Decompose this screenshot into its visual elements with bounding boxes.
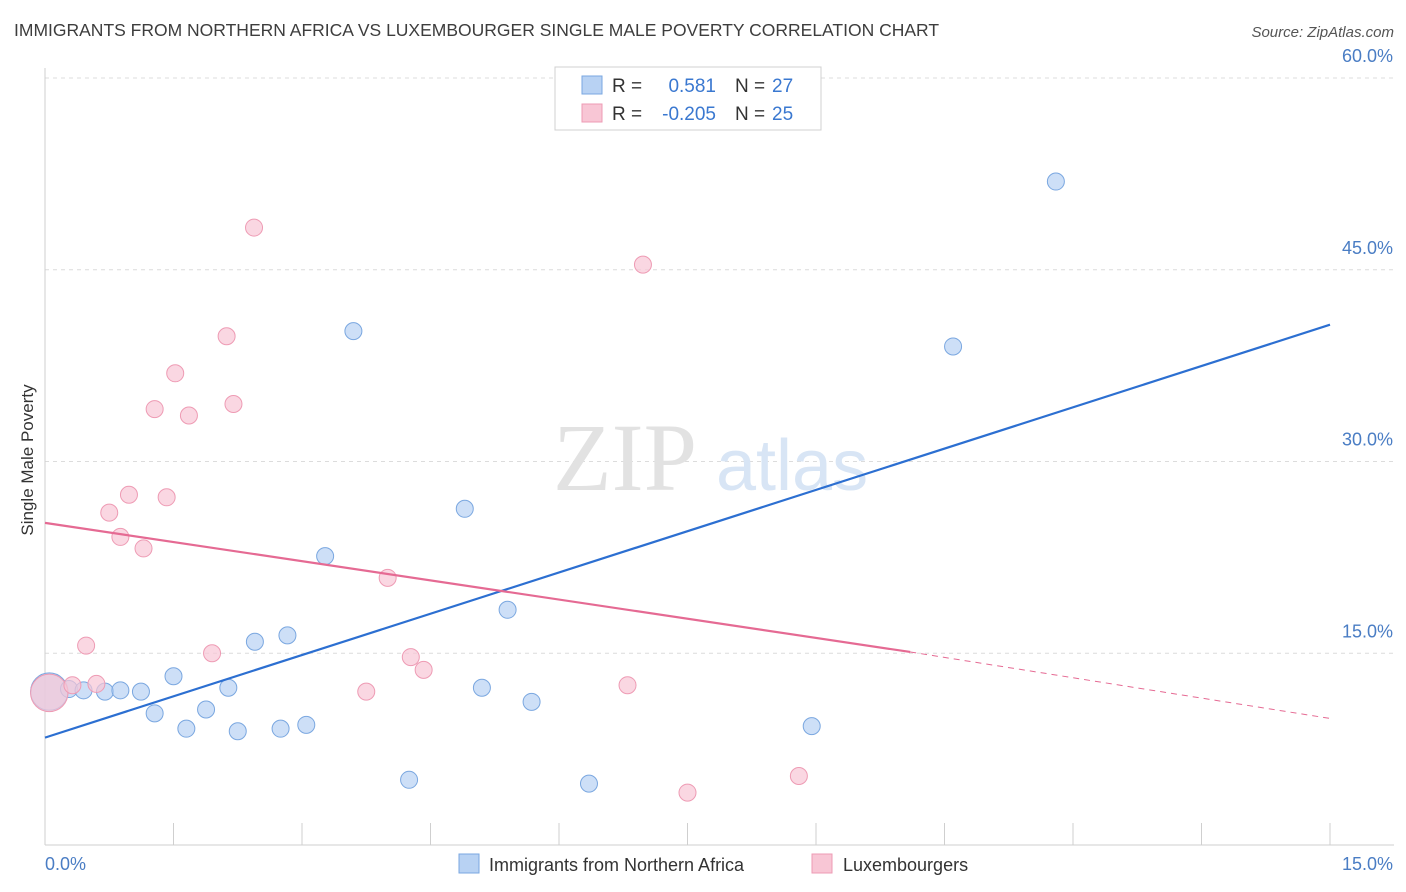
data-point-northern-africa bbox=[455, 499, 474, 518]
y-axis-label-wrap: Single Male Poverty bbox=[6, 310, 50, 610]
series-legend-label: Luxembourgers bbox=[843, 855, 968, 875]
trend-line-luxembourger bbox=[44, 521, 911, 654]
trend-line-northern-africa bbox=[44, 323, 1331, 739]
data-point-luxembourger bbox=[224, 394, 243, 413]
series-legend-swatch-blue bbox=[458, 853, 480, 874]
data-point-northern-africa bbox=[131, 682, 150, 701]
legend-n-value: 27 bbox=[772, 76, 793, 97]
legend-r-label: R = bbox=[612, 76, 642, 97]
trend-line-extension-luxembourger bbox=[910, 651, 1331, 719]
data-point-northern-africa bbox=[579, 774, 598, 793]
axes bbox=[44, 68, 1394, 846]
data-point-luxembourger bbox=[77, 636, 96, 655]
correlation-legend: R = 0.581 N = 27 R = -0.205 N = 25 bbox=[554, 66, 822, 131]
legend-swatch-pink bbox=[581, 103, 603, 123]
data-point-luxembourger bbox=[134, 539, 153, 558]
y-tick-label: 45.0% bbox=[1342, 238, 1393, 258]
data-point-luxembourger bbox=[166, 364, 185, 383]
legend-n-label: N = bbox=[735, 104, 765, 125]
data-point-northern-africa bbox=[177, 719, 196, 738]
source-label: Source: ZipAtlas.com bbox=[1251, 24, 1394, 41]
data-point-luxembourger bbox=[119, 485, 138, 504]
trend-lines bbox=[44, 323, 1331, 739]
data-point-northern-africa bbox=[197, 700, 216, 719]
data-point-luxembourger bbox=[63, 676, 82, 695]
series-legend-label: Immigrants from Northern Africa bbox=[489, 855, 745, 875]
data-point-luxembourger bbox=[245, 218, 264, 237]
data-point-northern-africa bbox=[522, 692, 541, 711]
data-point-northern-africa bbox=[219, 678, 238, 697]
data-point-luxembourger bbox=[618, 676, 637, 695]
data-point-northern-africa bbox=[944, 337, 963, 356]
data-point-luxembourger bbox=[789, 766, 808, 785]
legend-n-value: 25 bbox=[772, 104, 793, 125]
data-point-luxembourger bbox=[678, 783, 697, 802]
data-point-northern-africa bbox=[344, 322, 363, 341]
data-point-luxembourger bbox=[87, 674, 106, 693]
data-point-luxembourger bbox=[179, 406, 198, 425]
chart-title: IMMIGRANTS FROM NORTHERN AFRICA VS LUXEM… bbox=[14, 20, 940, 40]
tick-labels: 15.0% 30.0% 45.0% 60.0% 0.0% 15.0% bbox=[45, 46, 1393, 874]
y-tick-label: 30.0% bbox=[1342, 430, 1393, 450]
data-point-luxembourger bbox=[414, 660, 433, 679]
data-point-luxembourger bbox=[203, 644, 222, 663]
data-point-luxembourger bbox=[157, 488, 176, 507]
data-point-northern-africa bbox=[472, 678, 491, 697]
data-point-luxembourger bbox=[633, 255, 652, 274]
watermark-zip: ZIP bbox=[553, 404, 697, 511]
legend-r-value: 0.581 bbox=[668, 76, 716, 97]
legend-r-label: R = bbox=[612, 104, 642, 125]
y-axis-label: Single Male Poverty bbox=[18, 384, 37, 536]
data-point-northern-africa bbox=[297, 715, 316, 734]
series-legend-swatch-pink bbox=[811, 853, 833, 874]
data-point-luxembourger bbox=[357, 682, 376, 701]
data-point-northern-africa bbox=[802, 717, 821, 736]
data-point-northern-africa bbox=[164, 667, 183, 686]
data-point-luxembourger bbox=[100, 503, 119, 522]
data-point-northern-africa bbox=[316, 547, 335, 566]
y-tick-label: 60.0% bbox=[1342, 46, 1393, 66]
data-point-northern-africa bbox=[111, 681, 130, 700]
data-point-northern-africa bbox=[1046, 172, 1065, 191]
watermark: ZIP atlas bbox=[553, 404, 868, 511]
data-point-northern-africa bbox=[245, 632, 264, 651]
y-tick-label: 15.0% bbox=[1342, 621, 1393, 641]
data-point-northern-africa bbox=[400, 770, 419, 789]
gridlines bbox=[45, 77, 1394, 654]
data-point-northern-africa bbox=[498, 600, 517, 619]
data-point-luxembourger bbox=[378, 568, 397, 587]
x-tick-label: 0.0% bbox=[45, 854, 86, 874]
data-point-northern-africa bbox=[278, 626, 297, 645]
data-point-northern-africa bbox=[271, 719, 290, 738]
series-legend: Immigrants from Northern Africa Luxembou… bbox=[458, 853, 968, 875]
data-point-luxembourger bbox=[30, 673, 69, 713]
legend-swatch-blue bbox=[581, 75, 603, 95]
data-points bbox=[30, 172, 1065, 802]
legend-r-value: -0.205 bbox=[662, 104, 716, 125]
x-tick-label: 15.0% bbox=[1342, 854, 1393, 874]
data-point-luxembourger bbox=[145, 400, 164, 419]
data-point-northern-africa bbox=[145, 704, 164, 723]
legend-n-label: N = bbox=[735, 76, 765, 97]
data-point-luxembourger bbox=[401, 648, 420, 667]
data-point-luxembourger bbox=[111, 527, 130, 546]
data-point-northern-africa bbox=[228, 722, 247, 741]
data-point-luxembourger bbox=[217, 327, 236, 346]
watermark-atlas: atlas bbox=[716, 426, 868, 506]
